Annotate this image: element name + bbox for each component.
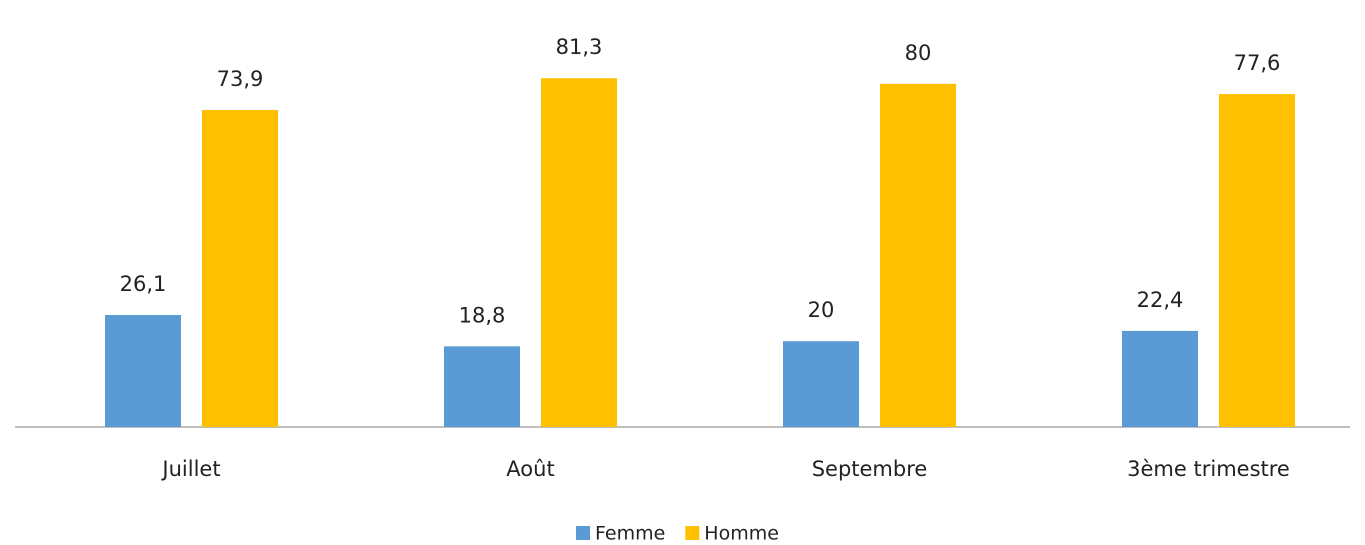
x-tick-label: Septembre — [812, 457, 928, 481]
data-label: 22,4 — [1137, 288, 1184, 312]
bar — [1122, 330, 1198, 427]
bar — [444, 346, 520, 427]
data-label: 20 — [808, 298, 835, 322]
x-tick-label: Août — [506, 457, 554, 481]
bar — [541, 78, 617, 428]
bar — [880, 83, 956, 428]
bar — [1219, 94, 1295, 427]
legend-swatch — [576, 526, 590, 540]
x-tick-label: Juillet — [160, 457, 220, 481]
data-label: 18,8 — [459, 303, 506, 327]
data-label: 77,6 — [1234, 51, 1281, 75]
bar — [202, 109, 278, 428]
data-label: 26,1 — [120, 272, 167, 296]
legend-swatch — [685, 526, 700, 540]
x-tick-label: 3ème trimestre — [1127, 457, 1290, 481]
data-label: 73,9 — [217, 67, 264, 91]
bar — [783, 341, 859, 427]
data-label: 81,3 — [556, 35, 603, 59]
bar — [105, 315, 181, 427]
data-label: 80 — [905, 41, 932, 65]
legend-label: Femme — [595, 523, 665, 545]
legend-label: Homme — [704, 523, 779, 545]
